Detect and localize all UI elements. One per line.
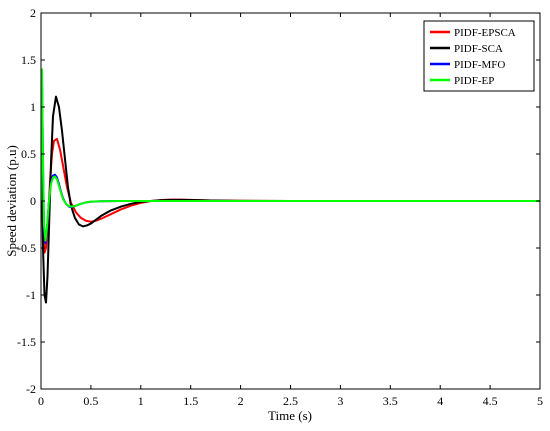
y-axis-title: Speed deviation (p.u) [4,145,19,257]
x-tick-label: 0.5 [83,394,98,408]
x-tick-label: 4.5 [483,394,498,408]
axes: 0 0.5 1 1.5 2 2.5 3 3.5 4 4.5 5 -2 -1.5 -1 -0.5 0 0.5 1 1.… [17,6,543,408]
x-tick-label: 0 [38,394,44,408]
legend-entry-label: PIDF-SCA [454,43,503,55]
y-tick-label: 1.5 [21,53,36,67]
x-axis-title: Time (s) [268,408,312,423]
x-tick-label: 3.5 [383,394,398,408]
y-tick-label: -0.5 [17,241,36,255]
y-tick-label: -1.5 [17,335,36,349]
x-tick-label: 1.5 [183,394,198,408]
plot-area [41,68,540,304]
legend-entry-label: PIDF-EP [454,75,494,87]
legend-entry-label: PIDF-EPSCA [454,27,516,39]
y-tick-label: 2 [30,6,36,20]
x-tick-label: 2 [238,394,244,408]
x-tick-label: 4 [437,394,443,408]
y-tick-label: 0.5 [21,147,36,161]
y-tick-label: -2 [26,382,36,396]
x-tick-label: 5 [537,394,543,408]
series-line-pidf-ep [41,68,540,242]
legend-entry-label: PIDF-MFO [454,59,505,71]
x-tick-label: 2.5 [283,394,298,408]
y-tick-label: 1 [30,100,36,114]
y-tick-label: -1 [26,288,36,302]
x-tick-label: 3 [337,394,343,408]
x-tick-label: 1 [138,394,144,408]
y-tick-label: 0 [30,194,36,208]
legend: PIDF-EPSCA PIDF-SCA PIDF-MFO PIDF-EP [423,20,535,92]
